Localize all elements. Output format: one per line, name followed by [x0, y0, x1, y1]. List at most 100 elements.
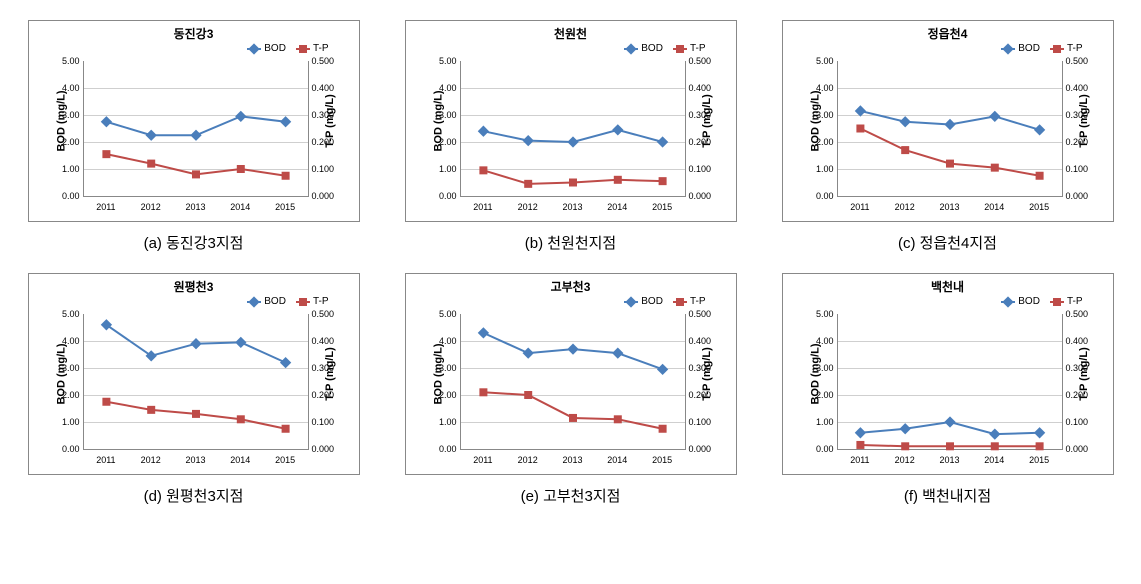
ytick-right: 0.100: [1066, 417, 1098, 427]
chart-caption: (d) 원평천3지점: [144, 485, 244, 506]
xtick: 2012: [895, 202, 915, 212]
legend-tp: T-P: [296, 296, 329, 307]
ytick-right: 0.400: [1066, 83, 1098, 93]
chart-caption: (b) 천원천지점: [525, 232, 617, 253]
series-svg: [838, 61, 1062, 196]
xtick: 2014: [984, 202, 1004, 212]
plot-area: 0.001.002.003.004.005.000.0000.1000.2000…: [837, 61, 1063, 197]
xtick: 2013: [562, 455, 582, 465]
ytick-left: 0.00: [804, 191, 834, 201]
chart-panel-f: 백천내BODT-PBOD (mg/L)T-P (mg/L)0.001.002.0…: [774, 273, 1121, 506]
ytick-left: 2.00: [804, 137, 834, 147]
xtick: 2013: [185, 202, 205, 212]
xtick: 2014: [230, 202, 250, 212]
ytick-left: 4.00: [804, 83, 834, 93]
legend-tp: T-P: [1050, 43, 1083, 54]
xtick: 2011: [850, 202, 869, 212]
chart-f: 백천내BODT-PBOD (mg/L)T-P (mg/L)0.001.002.0…: [782, 273, 1114, 475]
chart-panel-c: 정읍천4BODT-PBOD (mg/L)T-P (mg/L)0.001.002.…: [774, 20, 1121, 253]
xtick: 2011: [96, 455, 115, 465]
ytick-left: 3.00: [50, 363, 80, 373]
chart-a: 동진강3BODT-PBOD (mg/L)T-P (mg/L)0.001.002.…: [28, 20, 360, 222]
ytick-right: 0.500: [689, 309, 721, 319]
ytick-left: 1.00: [427, 164, 457, 174]
legend: BODT-P: [247, 43, 328, 54]
ytick-right: 0.000: [689, 191, 721, 201]
ytick-left: 3.00: [50, 110, 80, 120]
ytick-right: 0.200: [312, 137, 344, 147]
xtick: 2013: [939, 202, 959, 212]
ytick-left: 4.00: [804, 336, 834, 346]
ytick-right: 0.400: [312, 83, 344, 93]
legend-tp: T-P: [673, 43, 706, 54]
chart-panel-e: 고부천3BODT-PBOD (mg/L)T-P (mg/L)0.001.002.…: [397, 273, 744, 506]
ytick-left: 5.00: [804, 309, 834, 319]
chart-title: 정읍천4: [783, 25, 1113, 42]
series-svg: [461, 61, 685, 196]
ytick-left: 2.00: [50, 390, 80, 400]
ytick-right: 0.200: [1066, 390, 1098, 400]
ytick-right: 0.200: [1066, 137, 1098, 147]
legend: BOD T-P: [1001, 43, 1082, 54]
ytick-left: 2.00: [427, 390, 457, 400]
legend-bod: BOD: [247, 296, 286, 307]
series-svg: [838, 314, 1062, 449]
xtick: 2014: [607, 455, 627, 465]
ytick-right: 0.300: [1066, 110, 1098, 120]
ytick-right: 0.500: [312, 56, 344, 66]
plot-area: 0.001.002.003.004.005.000.0000.1000.2000…: [837, 314, 1063, 450]
ytick-right: 0.000: [689, 444, 721, 454]
ytick-right: 0.000: [1066, 191, 1098, 201]
ytick-right: 0.200: [689, 137, 721, 147]
ytick-right: 0.400: [312, 336, 344, 346]
xtick: 2013: [562, 202, 582, 212]
ytick-right: 0.400: [1066, 336, 1098, 346]
ytick-right: 0.300: [689, 110, 721, 120]
legend: BOD T-P: [247, 296, 328, 307]
xtick: 2011: [473, 455, 492, 465]
ytick-right: 0.100: [1066, 164, 1098, 174]
series-svg: [84, 314, 308, 449]
ytick-left: 2.00: [804, 390, 834, 400]
ytick-left: 3.00: [804, 110, 834, 120]
ytick-left: 4.00: [50, 83, 80, 93]
ytick-right: 0.300: [312, 110, 344, 120]
ytick-left: 1.00: [427, 417, 457, 427]
series-svg: [461, 314, 685, 449]
ytick-left: 5.00: [427, 56, 457, 66]
legend-bod: BOD: [1001, 43, 1040, 54]
legend: BODT-P: [1001, 296, 1082, 307]
series-svg: [84, 61, 308, 196]
ytick-left: 3.00: [427, 110, 457, 120]
chart-title: 천원천: [406, 25, 736, 42]
ytick-left: 4.00: [50, 336, 80, 346]
ytick-left: 1.00: [50, 417, 80, 427]
chart-title: 동진강3: [29, 25, 359, 42]
chart-panel-d: 원평천3BODT-PBOD (mg/L)T-P (mg/L)0.001.002.…: [20, 273, 367, 506]
ytick-left: 3.00: [427, 363, 457, 373]
ytick-left: 4.00: [427, 336, 457, 346]
chart-title: 원평천3: [29, 278, 359, 295]
xtick: 2012: [141, 455, 161, 465]
xtick: 2015: [652, 202, 672, 212]
ytick-left: 0.00: [427, 444, 457, 454]
legend: BODT-P: [624, 296, 705, 307]
xtick: 2011: [473, 202, 492, 212]
ytick-left: 5.00: [427, 309, 457, 319]
plot-area: 0.001.002.003.004.005.000.0000.1000.2000…: [83, 314, 309, 450]
chart-e: 고부천3BODT-PBOD (mg/L)T-P (mg/L)0.001.002.…: [405, 273, 737, 475]
ytick-left: 0.00: [50, 191, 80, 201]
ytick-left: 0.00: [804, 444, 834, 454]
xtick: 2012: [518, 202, 538, 212]
ytick-left: 1.00: [804, 164, 834, 174]
chart-caption: (a) 동진강3지점: [144, 232, 244, 253]
xtick: 2011: [850, 455, 869, 465]
ytick-right: 0.300: [312, 363, 344, 373]
legend: BOD T-P: [624, 43, 705, 54]
legend-bod: BOD: [1001, 296, 1040, 307]
xtick: 2014: [607, 202, 627, 212]
chart-title: 백천내: [783, 278, 1113, 295]
legend-bod: BOD: [624, 43, 663, 54]
ytick-right: 0.000: [312, 191, 344, 201]
ytick-right: 0.300: [1066, 363, 1098, 373]
